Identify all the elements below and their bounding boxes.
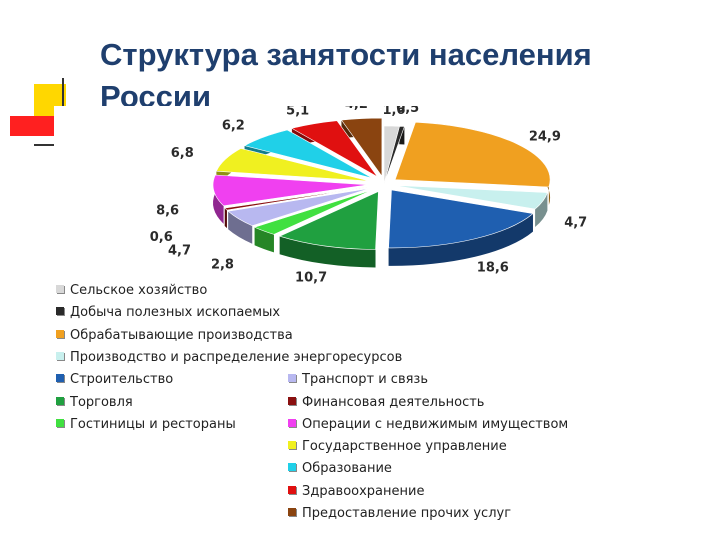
legend-label: Сельское хозяйство	[70, 283, 208, 298]
legend-swatch	[288, 418, 296, 427]
legend-swatch	[288, 463, 296, 472]
legend-swatch	[56, 418, 64, 427]
pie-slice-side-5	[279, 236, 376, 268]
pie-value-label-12: 5,1	[286, 106, 309, 119]
legend-swatch	[56, 285, 64, 293]
pie-slice-side-8	[224, 208, 227, 229]
legend-label: Предоставление прочих услуг	[302, 506, 512, 521]
pie-value-label-4: 18,6	[477, 261, 509, 276]
legend-item: Сельское хозяйство	[56, 282, 207, 300]
pie-value-label-13: 4,2	[345, 106, 368, 112]
legend-item: Операции с недвижимым имуществом	[288, 416, 568, 434]
pie-slice-side-9	[213, 175, 224, 224]
pie-value-label-5: 10,7	[295, 270, 327, 285]
pie-chart: 1,60,524,94,718,610,72,84,70,68,66,86,25…	[150, 106, 587, 285]
pie-slice-9	[212, 174, 369, 207]
legend-swatch	[288, 485, 296, 494]
legend-swatch	[288, 508, 296, 516]
legend-swatch	[288, 396, 296, 405]
decor-horizontal-line	[34, 144, 64, 146]
legend-label: Торговля	[70, 394, 133, 410]
pie-slice-2	[394, 121, 551, 188]
legend-item: Здравоохранение	[288, 483, 424, 501]
pie-slice-10	[215, 148, 370, 182]
legend-label: Производство и распределение энергоресур…	[70, 349, 403, 365]
legend-item: Торговля	[56, 394, 133, 412]
legend-label: Строительство	[70, 372, 174, 388]
legend-swatch	[56, 307, 64, 316]
pie-value-label-7: 4,7	[168, 244, 191, 259]
legend-item: Гостиницы и рестораны	[56, 416, 236, 434]
chart-panel: 1,6 0,5 24,9 4,7 18,6 10,7 2,8 4,7 0,6 8,6 6,8 6,2 5…	[54, 106, 649, 530]
pie-slice-side-7	[228, 211, 253, 244]
pie-slice-1	[383, 125, 405, 185]
pie-slice-side-4	[388, 213, 533, 266]
pie-value-label-11: 6,2	[222, 118, 245, 133]
pie-slice-13	[340, 117, 383, 177]
pie-value-label-8: 0,6	[150, 230, 173, 245]
legend-item: Финансовая деятельность	[288, 394, 484, 412]
pie-slice-4	[388, 189, 534, 249]
legend-swatch	[288, 374, 296, 383]
pie-slice-12	[291, 120, 378, 177]
legend-item: Образование	[288, 460, 392, 478]
legend-item: Предоставление прочих услуг	[288, 505, 511, 523]
legend-item: Добыча полезных ископаемых	[56, 304, 280, 322]
pie-slice-side-6	[254, 227, 274, 253]
legend-label: Гостиницы и рестораны	[70, 416, 236, 432]
pie-value-label-9: 8,6	[156, 203, 179, 218]
legend-item: Производство и распределение энергоресур…	[56, 349, 402, 367]
legend-label: Государственное управление	[302, 439, 507, 455]
legend-item: Государственное управление	[288, 438, 507, 456]
pie-slice-7	[227, 187, 371, 227]
legend-swatch	[56, 351, 64, 360]
pie-value-label-2: 24,9	[529, 130, 561, 145]
pie-slice-side-3	[535, 192, 548, 228]
pie-value-label-1: 0,5	[396, 106, 419, 116]
pie-slice-11	[243, 129, 373, 179]
pie-value-label-6: 2,8	[211, 258, 234, 273]
legend-label: Финансовая деятельность	[302, 394, 485, 410]
legend-item: Строительство	[56, 371, 173, 389]
legend-item: Транспорт и связь	[288, 371, 428, 389]
legend-swatch	[56, 329, 64, 338]
legend-label: Образование	[302, 461, 392, 477]
legend-swatch	[56, 374, 64, 383]
legend-swatch	[56, 396, 64, 405]
pie-value-label-10: 6,8	[171, 146, 194, 161]
legend-label: Транспорт и связь	[302, 372, 429, 388]
pie-value-label-3: 4,7	[564, 215, 587, 230]
pie-value-label-0: 1,6	[382, 106, 405, 118]
pie-slice-3	[393, 185, 548, 210]
legend-label: Операции с недвижимым имуществом	[302, 416, 569, 432]
pie-slice-5	[278, 191, 379, 250]
pie-slice-8	[224, 186, 370, 211]
legend-label: Здравоохранение	[302, 483, 425, 499]
legend-item: Обрабатывающие производства	[56, 327, 293, 345]
legend-label: Добыча полезных ископаемых	[70, 305, 281, 321]
legend-label: Обрабатывающие производства	[70, 327, 293, 343]
legend-swatch	[288, 441, 296, 450]
pie-slice-6	[253, 189, 373, 235]
